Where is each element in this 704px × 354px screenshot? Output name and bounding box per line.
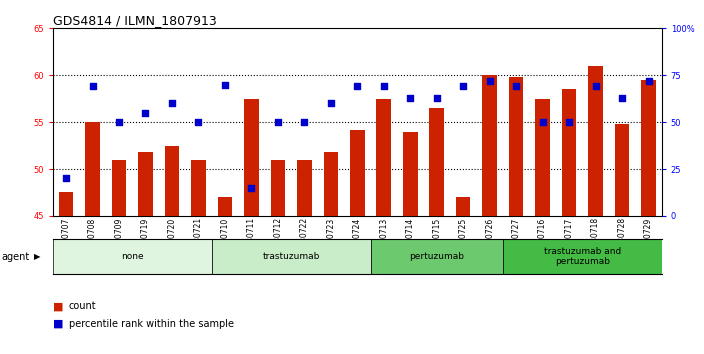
Point (246, 185, 257, 190)
Bar (350, 130, 365, 216)
Bar (324, 152, 338, 216)
Point (272, 119, 284, 125)
Point (113, 119, 125, 125)
Bar (370, 239, 503, 274)
Bar (165, 145, 180, 216)
Text: pertuzumab: pertuzumab (409, 252, 464, 261)
Point (61, 176, 72, 181)
Point (193, 119, 204, 125)
Bar (58, 193, 73, 216)
Bar (212, 239, 370, 274)
Text: trastuzumab and
pertuzumab: trastuzumab and pertuzumab (543, 247, 621, 266)
Bar (270, 160, 285, 216)
Point (617, 95, 628, 101)
Point (458, 84, 469, 89)
Text: agent: agent (1, 252, 30, 262)
Text: ■: ■ (53, 319, 63, 329)
Bar (297, 160, 312, 216)
Bar (138, 152, 153, 216)
Point (325, 101, 337, 106)
Bar (85, 122, 100, 216)
Point (537, 119, 548, 125)
Bar (377, 99, 391, 216)
Bar (403, 131, 417, 216)
Bar (509, 77, 523, 216)
Point (405, 95, 416, 101)
Point (563, 119, 574, 125)
Point (510, 84, 522, 89)
Point (431, 95, 442, 101)
Bar (456, 197, 470, 216)
Bar (429, 108, 444, 216)
Bar (218, 197, 232, 216)
Bar (589, 66, 603, 216)
Text: GDS4814 / ILMN_1807913: GDS4814 / ILMN_1807913 (53, 14, 217, 27)
Bar (53, 239, 212, 274)
Text: ▶: ▶ (34, 252, 40, 261)
Point (219, 82, 230, 87)
Text: ■: ■ (53, 301, 63, 311)
Bar (244, 99, 258, 216)
Bar (191, 160, 206, 216)
Point (140, 110, 151, 115)
Text: count: count (69, 301, 96, 311)
Point (643, 78, 654, 84)
Point (378, 84, 389, 89)
Point (590, 84, 601, 89)
Bar (112, 160, 126, 216)
Bar (535, 99, 550, 216)
Bar (641, 80, 656, 216)
Text: none: none (121, 252, 144, 261)
Bar (482, 75, 497, 216)
Point (351, 84, 363, 89)
Bar (615, 124, 629, 216)
Point (166, 101, 177, 106)
Point (298, 119, 310, 125)
Text: percentile rank within the sample: percentile rank within the sample (69, 319, 234, 329)
Bar (562, 89, 577, 216)
Text: trastuzumab: trastuzumab (263, 252, 320, 261)
Point (87, 84, 98, 89)
Point (484, 78, 496, 84)
Bar (503, 239, 662, 274)
